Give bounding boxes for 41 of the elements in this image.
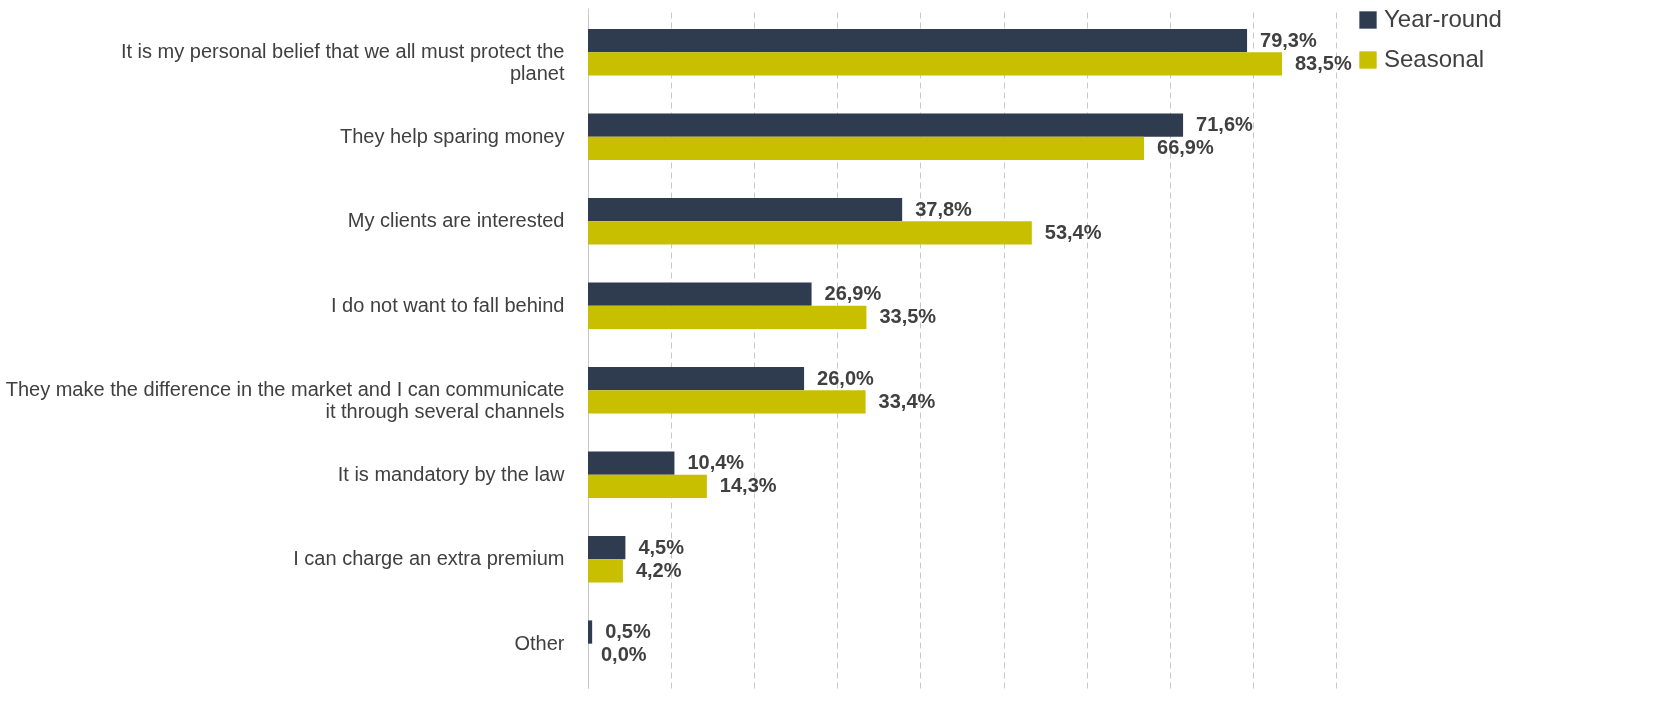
data-label: 4,5%: [638, 535, 685, 558]
bar: [588, 367, 805, 391]
data-label: 0,0%: [601, 643, 647, 666]
bar: [588, 474, 707, 498]
y-tick-label: It is mandatory by the law: [337, 462, 566, 485]
data-label: 53,4%: [1044, 220, 1102, 243]
y-tick-label: They make the difference in the market and I can communicate it through several channels: [5, 378, 565, 423]
y-tick-label: Other: [514, 631, 565, 654]
bar: [588, 52, 1282, 76]
data-label: 83,5%: [1294, 51, 1352, 74]
bar: [588, 451, 675, 475]
y-tick-label: They help sparing money: [339, 124, 565, 147]
data-label: 10,4%: [687, 451, 745, 474]
data-label: 26,0%: [817, 366, 875, 389]
bar: [588, 535, 626, 560]
bar: [588, 221, 1032, 245]
bar: [588, 305, 867, 329]
data-label: 33,4%: [878, 389, 936, 412]
y-tick-label: I can charge an extra premium: [293, 547, 565, 570]
bar: [588, 198, 903, 222]
bar: [588, 559, 623, 583]
legend-label: Year-round: [1384, 5, 1502, 32]
bar: [588, 282, 812, 306]
bar: [588, 29, 1248, 53]
bar: [588, 136, 1145, 161]
y-tick-label: It is my personal belief that we all must protect the planet: [120, 40, 565, 85]
legend-label: Seasonal: [1384, 45, 1485, 72]
data-label: 26,9%: [824, 282, 882, 305]
data-label: 79,3%: [1260, 28, 1317, 51]
y-tick-label: My clients are interested: [347, 209, 565, 232]
data-label: 71,6%: [1196, 113, 1253, 136]
data-label: 66,9%: [1157, 136, 1214, 159]
data-label: 37,8%: [915, 197, 973, 220]
bar: [588, 113, 1184, 137]
data-label: 14,3%: [719, 474, 777, 497]
y-tick-label: I do not want to fall behind: [331, 293, 565, 316]
bar: [588, 390, 866, 414]
data-label: 33,5%: [879, 305, 937, 328]
data-label: 0,5%: [605, 620, 651, 643]
data-label: 4,2%: [635, 558, 682, 581]
bar: [588, 620, 593, 644]
